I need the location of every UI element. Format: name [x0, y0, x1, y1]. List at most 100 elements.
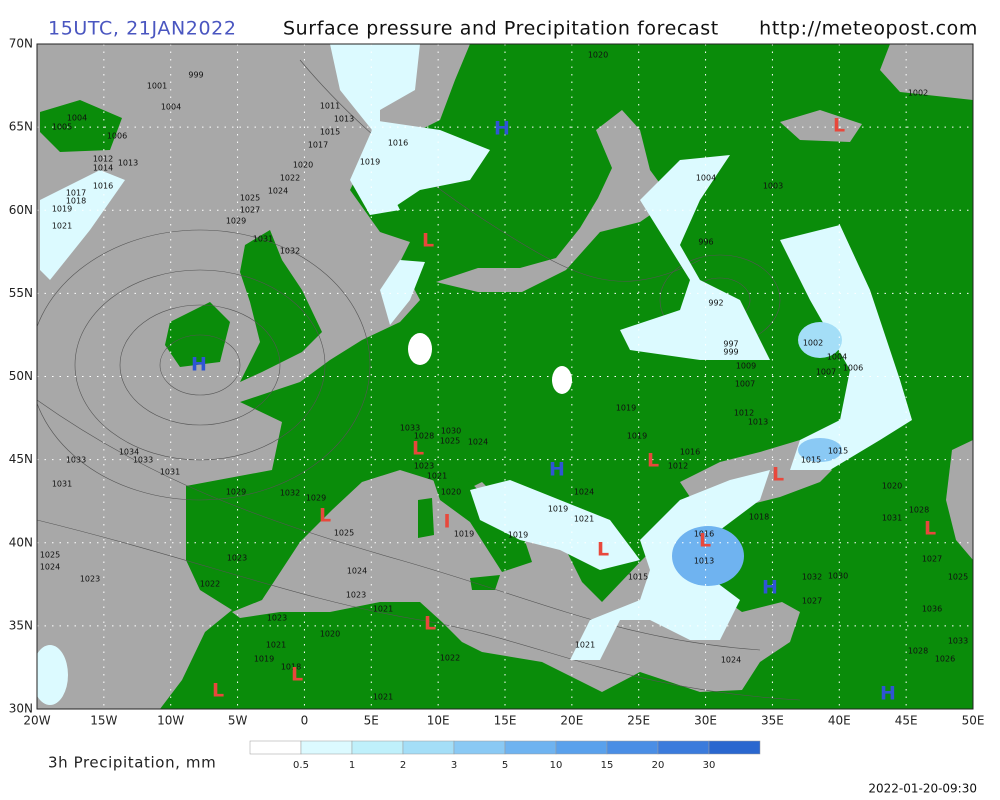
isobar-label: 1022 — [440, 654, 460, 663]
isobar-label: 997 — [723, 340, 738, 349]
white-sea — [780, 110, 862, 142]
isobar-label: 1004 — [161, 103, 181, 112]
seas — [37, 44, 973, 709]
isobar-label: 1006 — [107, 132, 127, 141]
pressure-labels: 9991001100410041005100610111013101510171… — [40, 51, 968, 702]
isobar-label: 1012 — [734, 409, 754, 418]
isobar-label: 1020 — [588, 51, 608, 60]
legend-swatch — [351, 740, 404, 755]
isobar-label: 1023 — [80, 575, 100, 584]
isobar-label: 1019 — [254, 655, 274, 664]
isobar-label: 1019 — [548, 505, 568, 514]
isobar-label: 1032 — [802, 573, 822, 582]
pressure-center: L — [647, 450, 659, 472]
legend-swatch — [708, 740, 761, 755]
legend-swatch — [606, 740, 659, 755]
isobar-label: 1028 — [909, 506, 929, 515]
isobar-label: 1012 — [668, 462, 688, 471]
isobar-label: 999 — [723, 348, 738, 357]
legend: 3h Precipitation, mm 0.5 1 2 3 5 10 15 20 30 — [48, 740, 761, 772]
isobar-label: 1003 — [763, 182, 783, 191]
isobar-label: 1023 — [267, 614, 287, 623]
lon-label: 45E — [895, 714, 918, 728]
legend-label: 1 — [349, 760, 355, 771]
lon-label: 15E — [494, 714, 517, 728]
isobar-label: 1025 — [440, 437, 460, 446]
baltic — [436, 110, 672, 292]
isobar-label: 1020 — [441, 488, 461, 497]
legend-swatch — [453, 740, 506, 755]
isobar-label: 1019 — [627, 432, 647, 441]
legend-swatch — [249, 740, 302, 755]
isobar-label: 1015 — [320, 128, 340, 137]
isobar-label: 1021 — [574, 515, 594, 524]
isobar-label: 1024 — [347, 567, 367, 576]
isobar-label: 1024 — [40, 563, 60, 572]
isobar-label: 1033 — [400, 424, 420, 433]
isobar-label: 1019 — [360, 158, 380, 167]
isobars — [37, 59, 801, 701]
pressure-center: H — [191, 354, 207, 376]
isobar-label: 1018 — [749, 513, 769, 522]
legend-label: 30 — [703, 760, 716, 771]
source-url[interactable]: http://meteopost.com — [759, 18, 978, 40]
legend-label: 10 — [550, 760, 563, 771]
isobar-label: 1026 — [935, 655, 955, 664]
isobar-label: 1004 — [827, 353, 847, 362]
lon-label: 10E — [427, 714, 450, 728]
lat-label: 40N — [9, 535, 33, 549]
isobar-label: 1036 — [922, 605, 942, 614]
isobar-label: 1015 — [828, 447, 848, 456]
lon-label: 5E — [364, 714, 379, 728]
isobar-label: 1019 — [616, 404, 636, 413]
pressure-centers: H H L L H L L L L I L L H L L L H L — [191, 115, 936, 705]
lon-label: 20W — [23, 714, 50, 728]
isobar-label: 1013 — [748, 418, 768, 427]
italy — [430, 470, 532, 572]
isobar-label: 1022 — [280, 174, 300, 183]
isobar-label: 1018 — [281, 663, 301, 672]
pressure-center: L — [597, 539, 609, 561]
isobar-label: 1034 — [119, 448, 139, 457]
legend-swatch — [402, 740, 455, 755]
isobar-label: 999 — [188, 71, 203, 80]
sicily — [470, 575, 500, 590]
isobar-label: 1031 — [52, 480, 72, 489]
pressure-center: L — [424, 613, 436, 635]
isobar-label: 1002 — [803, 339, 823, 348]
isobar-label: 1024 — [721, 656, 741, 665]
isobar-label: 1024 — [468, 438, 488, 447]
isobar-label: 1022 — [200, 580, 220, 589]
legend-label: 5 — [502, 760, 508, 771]
isobar-label: 1017 — [308, 141, 328, 150]
isobar-label: 1013 — [118, 159, 138, 168]
isobar-label: 1027 — [922, 555, 942, 564]
sardinia — [418, 498, 434, 538]
lat-label: 60N — [9, 203, 33, 217]
lat-label: 70N — [9, 37, 33, 51]
pressure-center: L — [772, 464, 784, 486]
pressure-center: I — [443, 511, 450, 533]
pressure-center: L — [422, 230, 434, 252]
iceland — [40, 100, 122, 152]
isobar-label: 1033 — [948, 637, 968, 646]
barents-sea — [880, 44, 973, 100]
isobar-label: 1004 — [696, 174, 716, 183]
isobar-label: 1001 — [147, 82, 167, 91]
lon-label: 10W — [157, 714, 184, 728]
pressure-center: L — [291, 664, 303, 686]
isobar-label: 1025 — [240, 194, 260, 203]
lon-label: 0 — [301, 714, 309, 728]
legend-swatch — [555, 740, 608, 755]
pressure-center: H — [762, 577, 778, 599]
isobar-label: 1025 — [948, 573, 968, 582]
isobar-label: 1021 — [575, 641, 595, 650]
legend-title: 3h Precipitation, mm — [48, 754, 216, 772]
isobar-label: 1024 — [268, 187, 288, 196]
lat-label: 50N — [9, 369, 33, 383]
ireland — [165, 302, 230, 367]
pressure-center: L — [833, 115, 845, 137]
precipitation — [37, 44, 912, 705]
isobar-label: 1019 — [52, 205, 72, 214]
